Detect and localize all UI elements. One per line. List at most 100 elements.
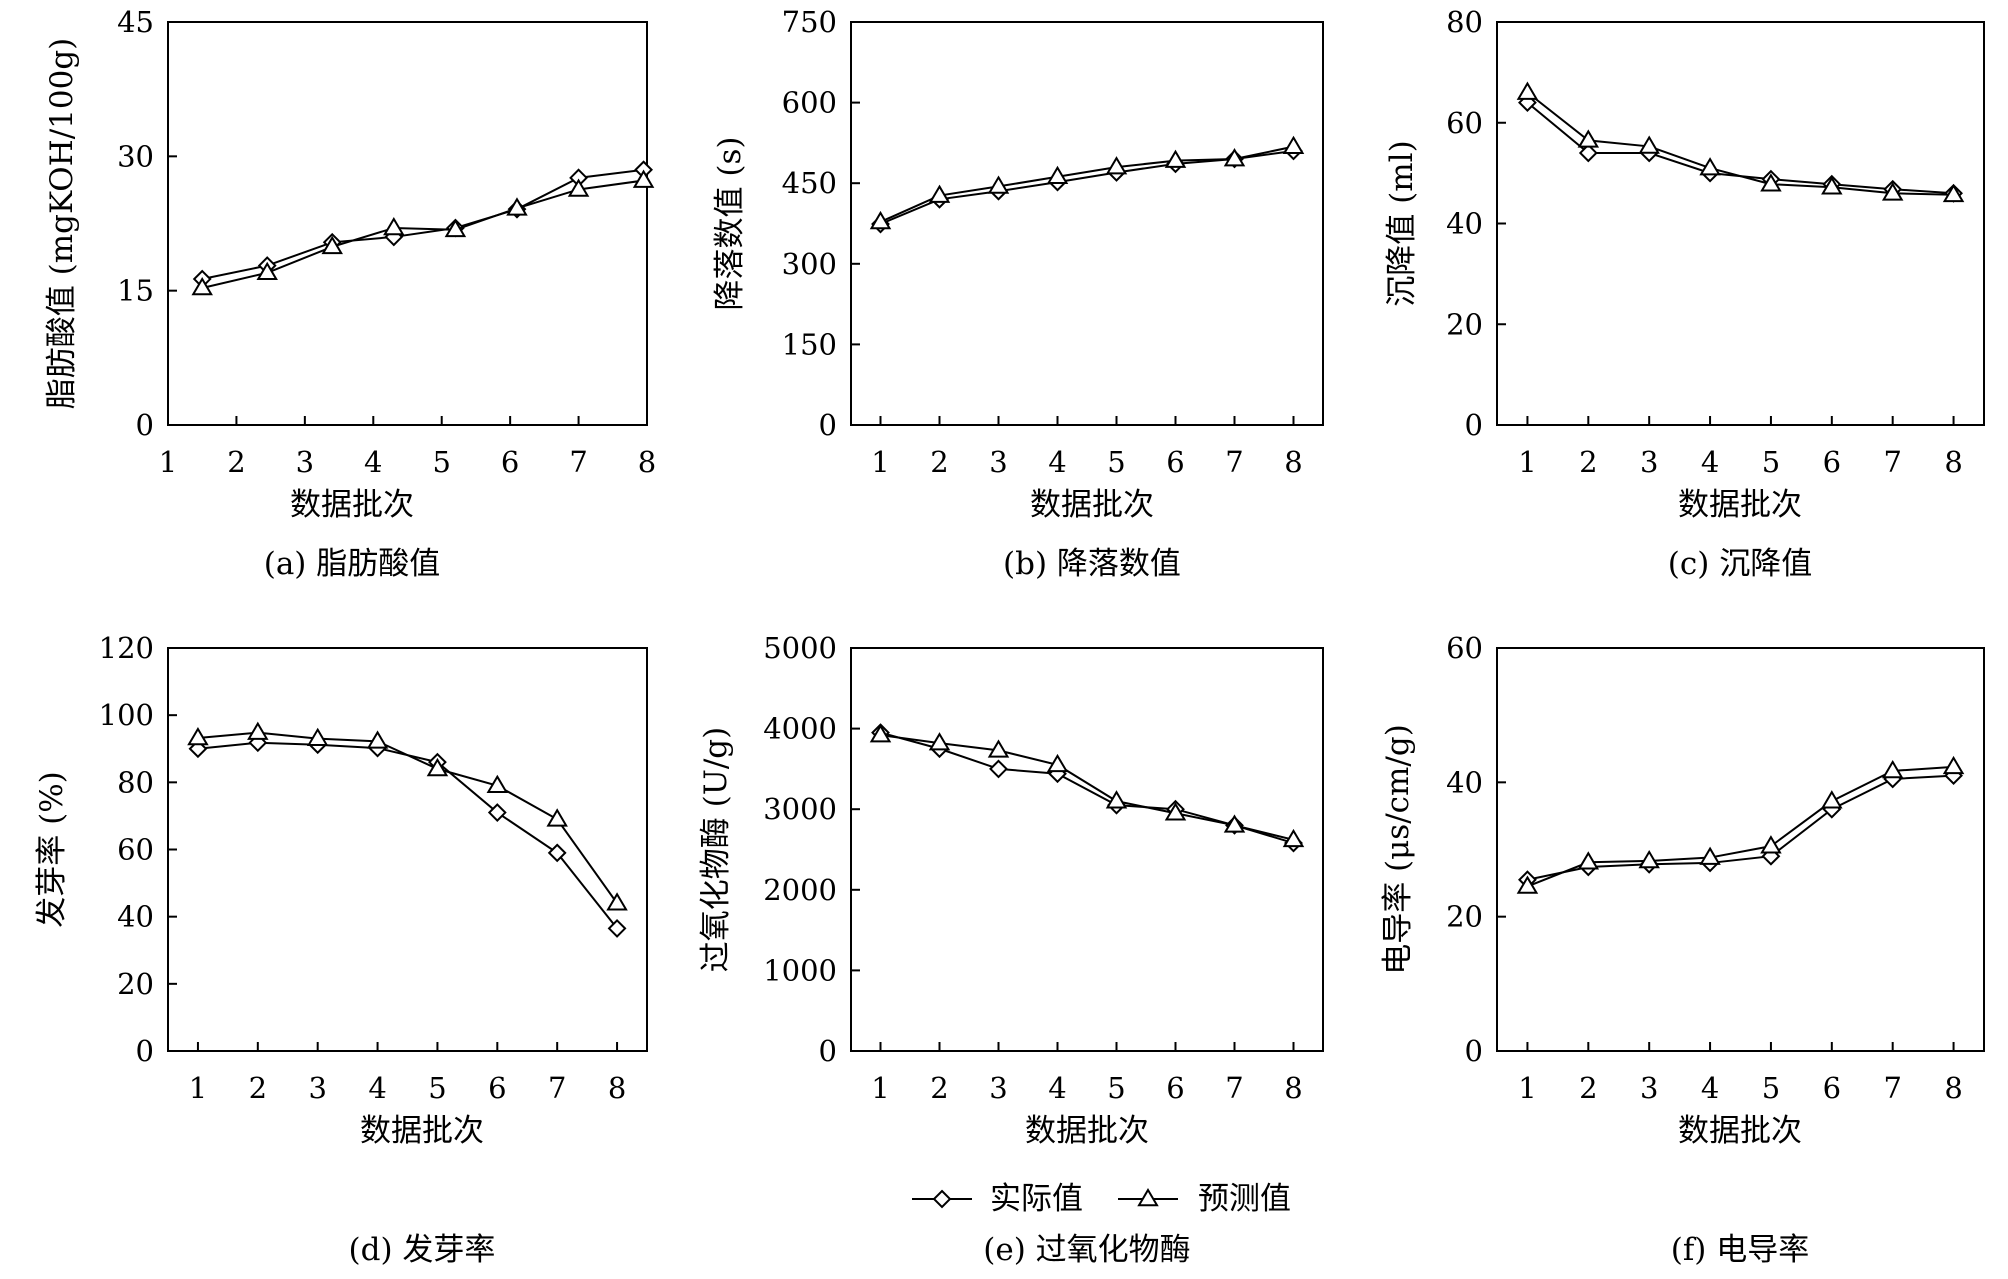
x-tick-label: 4 (1048, 445, 1066, 479)
predicted-point-triangle (928, 184, 951, 203)
y-tick-label: 0 (1465, 1034, 1483, 1068)
plot-frame (850, 647, 1324, 1052)
predicted-series-line (197, 731, 618, 904)
actual-point-diamond (989, 759, 1008, 779)
y-tick-label: 750 (782, 5, 837, 39)
x-tick-label: 5 (1107, 445, 1125, 479)
y-tick-label: 150 (782, 327, 837, 361)
x-tick-label: 7 (569, 445, 587, 479)
plot-frame (1496, 647, 1985, 1052)
actual-series-line (197, 741, 618, 930)
predicted-point-triangle (383, 217, 405, 236)
x-tick-label: 8 (638, 445, 656, 479)
y-tick-label: 20 (1446, 900, 1483, 934)
x-axis-title: 数据批次 (1678, 487, 1802, 523)
x-tick-label: 1 (871, 1071, 889, 1105)
y-tick-label: 45 (117, 5, 154, 39)
legend-triangle-marker (1137, 1188, 1159, 1207)
predicted-series-line (880, 145, 1294, 223)
predicted-point-triangle (1164, 149, 1187, 168)
x-tick-label: 2 (1579, 445, 1597, 479)
y-tick-label: 0 (136, 1034, 154, 1068)
x-tick-label: 4 (1701, 1071, 1719, 1105)
panel-caption: (f) 电导率 (1671, 1232, 1810, 1268)
panel-4: 0 20 40 60 80 100 120 1 2 3 4 5 6 7 8 数据批次 发芽率 (%) (d) 发芽… (34, 631, 648, 1268)
predicted-point-triangle (632, 169, 655, 188)
x-tick-label: 2 (930, 1071, 948, 1105)
x-tick-label: 4 (364, 445, 382, 479)
predicted-point-triangle (1881, 759, 1904, 779)
predicted-point-triangle (1577, 129, 1600, 148)
actual-point-diamond (547, 843, 567, 863)
predicted-point-triangle (1699, 157, 1721, 176)
x-tick-label: 2 (1579, 1071, 1597, 1105)
y-tick-label: 450 (782, 166, 837, 200)
predicted-point-triangle (247, 721, 269, 740)
y-tick-label: 20 (1446, 307, 1483, 341)
y-tick-label: 1000 (763, 953, 837, 987)
legend-actual-diamond-icon (932, 1189, 952, 1209)
predicted-point-triangle (191, 277, 213, 296)
panel-caption: (c) 沉降值 (1668, 546, 1812, 582)
x-tick-label: 8 (1944, 1071, 1962, 1105)
y-tick-label: 60 (117, 833, 154, 867)
panel-caption: (e) 过氧化物酶 (983, 1232, 1190, 1268)
predicted-point-triangle (1164, 802, 1187, 821)
x-tick-label: 1 (1518, 1071, 1536, 1105)
plot-frame (167, 21, 648, 426)
y-axis-title: 发芽率 (%) (34, 771, 70, 928)
x-tick-label: 4 (368, 1071, 386, 1105)
predicted-point-triangle (1638, 849, 1660, 869)
legend-diamond-marker (932, 1189, 952, 1209)
x-tick-label: 7 (1883, 445, 1901, 479)
y-axis-title: 过氧化物酶 (U/g) (698, 727, 734, 972)
y-tick-label: 3000 (763, 792, 837, 826)
x-tick-label: 4 (1701, 445, 1719, 479)
predicted-point-triangle (1881, 182, 1904, 201)
predicted-point-triangle (1699, 846, 1721, 865)
x-tick-label: 3 (296, 445, 314, 479)
predicted-point-triangle (567, 178, 590, 197)
x-tick-label: 5 (1107, 1071, 1125, 1105)
x-tick-label: 5 (1762, 445, 1780, 479)
y-tick-label: 100 (99, 698, 154, 732)
x-axis-title: 数据批次 (1678, 1113, 1802, 1149)
x-tick-label: 6 (488, 1071, 506, 1105)
x-tick-label: 1 (871, 445, 889, 479)
predicted-point-triangle (444, 218, 467, 238)
y-tick-label: 80 (117, 765, 154, 799)
panel-5: 0 1000 2000 3000 4000 5000 1 2 3 4 5 6 7 8 数据批次 过氧化物酶 (… (698, 631, 1324, 1268)
x-tick-label: 5 (428, 1071, 446, 1105)
x-tick-label: 5 (1762, 1071, 1780, 1105)
predicted-series-line (201, 179, 644, 289)
actual-point-diamond (607, 919, 627, 938)
legend: 实际值 预测值 (912, 1181, 1291, 1217)
x-tick-label: 6 (1823, 445, 1841, 479)
y-tick-label: 300 (782, 247, 837, 281)
y-tick-label: 2000 (763, 873, 837, 907)
predicted-point-triangle (1577, 851, 1600, 870)
y-axis-title: 沉降值 (ml) (1384, 140, 1420, 306)
plot-frame (850, 21, 1324, 426)
x-tick-label: 1 (1518, 445, 1536, 479)
predicted-point-triangle (366, 730, 389, 749)
y-tick-label: 0 (819, 1034, 837, 1068)
y-tick-label: 20 (117, 967, 154, 1001)
x-axis-title: 数据批次 (1030, 487, 1154, 523)
predicted-point-triangle (1105, 790, 1128, 809)
predicted-point-triangle (1638, 135, 1660, 154)
x-axis-title: 数据批次 (360, 1113, 484, 1149)
predicted-point-triangle (256, 261, 278, 281)
legend-actual-label: 实际值 (990, 1181, 1083, 1217)
y-axis-title: 电导率 (μs/cm/g) (1380, 724, 1416, 975)
predicted-point-triangle (1516, 875, 1539, 894)
predicted-point-triangle (928, 732, 951, 751)
predicted-point-triangle (1046, 165, 1069, 185)
legend-predicted-triangle-icon (1137, 1188, 1159, 1207)
actual-point-diamond (487, 803, 507, 822)
predicted-point-triangle (869, 724, 892, 743)
predicted-point-triangle (1046, 753, 1069, 773)
predicted-point-triangle (506, 197, 528, 216)
